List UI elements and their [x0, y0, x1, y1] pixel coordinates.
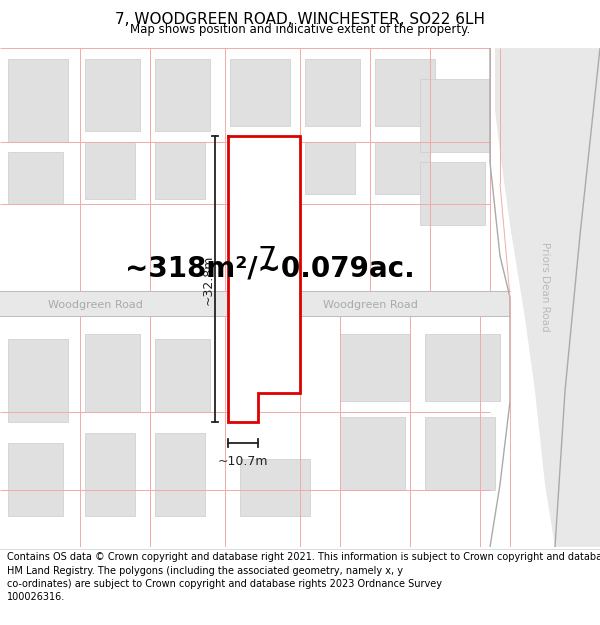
Text: Contains OS data © Crown copyright and database right 2021. This information is : Contains OS data © Crown copyright and d…: [7, 552, 600, 602]
Polygon shape: [228, 136, 300, 423]
Text: Woodgreen Road: Woodgreen Road: [323, 300, 418, 310]
Bar: [375, 59, 435, 126]
Bar: [340, 334, 410, 401]
Bar: [85, 142, 135, 199]
Text: Map shows position and indicative extent of the property.: Map shows position and indicative extent…: [130, 23, 470, 36]
Bar: [8, 339, 68, 422]
Text: ~10.7m: ~10.7m: [218, 456, 268, 469]
Bar: [230, 142, 285, 194]
Bar: [0, 291, 510, 316]
Bar: [375, 142, 430, 194]
Bar: [230, 59, 290, 126]
Bar: [305, 142, 355, 194]
Bar: [340, 417, 405, 490]
Bar: [155, 339, 210, 412]
Bar: [8, 443, 63, 516]
Bar: [425, 417, 495, 490]
Bar: [420, 162, 485, 225]
Text: Woodgreen Road: Woodgreen Road: [47, 300, 142, 310]
Text: 7, WOODGREEN ROAD, WINCHESTER, SO22 6LH: 7, WOODGREEN ROAD, WINCHESTER, SO22 6LH: [115, 12, 485, 27]
Text: 7: 7: [257, 245, 277, 274]
Bar: [155, 142, 205, 199]
Text: Priors Dean Road: Priors Dean Road: [540, 242, 550, 332]
Bar: [420, 79, 490, 152]
Text: ~318m²/~0.079ac.: ~318m²/~0.079ac.: [125, 254, 415, 282]
Bar: [155, 432, 205, 516]
Bar: [85, 334, 140, 412]
Bar: [8, 59, 68, 142]
Text: ~32.8m: ~32.8m: [202, 254, 215, 304]
Bar: [305, 59, 360, 126]
Bar: [8, 152, 63, 204]
Bar: [155, 59, 210, 131]
Bar: [85, 432, 135, 516]
Bar: [425, 334, 500, 401]
Bar: [240, 459, 310, 516]
Polygon shape: [495, 48, 600, 547]
Bar: [85, 59, 140, 131]
